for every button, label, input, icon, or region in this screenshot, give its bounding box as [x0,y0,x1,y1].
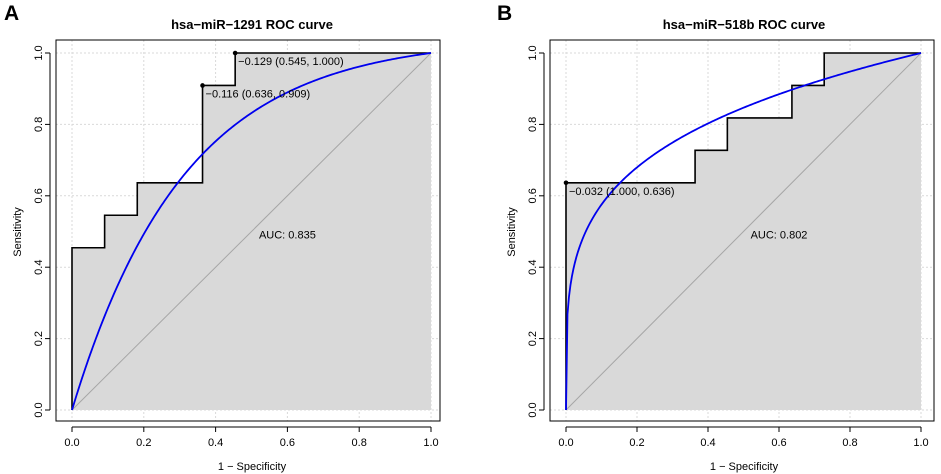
y-tick-label: 0.0 [527,402,539,417]
threshold-point [232,50,238,56]
empirical-roc-line [565,52,921,410]
x-tick-label: 0.0 [558,437,573,449]
y-tick-label: 0.8 [33,117,45,132]
threshold-label: −0.129 (0.545, 1.000) [238,56,344,68]
y-tick-label: 0.0 [33,402,45,417]
chance-diagonal [71,52,432,411]
y-axis-label-b: Sensitivity [506,207,518,257]
y-tick-label: 0.8 [527,117,539,132]
threshold-label: −0.032 (1.000, 0.636) [569,186,675,198]
x-tick-label: 0.8 [842,437,857,449]
chart-title-a: hsa−miR−1291 ROC curve [171,17,333,32]
y-tick-label: 0.4 [33,260,45,275]
plot-area-b: 0.0 0.2 0.4 0.6 0.8 1.0 0.0 0.2 0.4 0.6 0.8 1.0 AUC:… [527,39,935,449]
y-tick-label: 0.4 [527,260,539,275]
panel-letter-a: A [4,2,19,25]
x-tick-label: 0.6 [771,437,786,449]
auc-label: AUC: 0.802 [751,230,808,242]
threshold-point [563,180,569,186]
y-tick-label: 0.2 [527,331,539,346]
plot-area-a: 0.0 0.2 0.4 0.6 0.8 1.0 0.0 0.2 0.4 0.6 0.8 1.0 AUC:… [33,39,441,449]
x-tick-label: 0.8 [352,437,367,449]
x-axis-label-a: 1 − Specificity [218,461,287,473]
x-tick-label: 0.2 [629,437,644,449]
y-tick-label: 0.6 [527,188,539,203]
x-tick-label: 0.2 [136,437,151,449]
panel-letter-b: B [497,2,512,25]
panel-a: A hsa−miR−1291 ROC curve 1 − Specificity… [4,2,441,473]
smoothed-roc-curve [71,52,432,411]
x-tick-label: 0.6 [280,437,295,449]
panel-b: B hsa−miR−518b ROC curve 1 − Specificity… [497,2,935,473]
threshold-point [200,83,205,88]
x-axis-label-b: 1 − Specificity [710,461,779,473]
chance-diagonal [565,52,922,411]
y-tick-label: 0.6 [33,188,45,203]
auc-label: AUC: 0.835 [259,230,316,242]
x-tick-label: 0.0 [64,437,79,449]
threshold-label: −0.116 (0.636, 0.909) [206,88,311,100]
y-tick-label: 1.0 [33,45,45,60]
y-axis-label-a: Sensitivity [12,207,24,257]
empirical-roc-line [71,52,431,410]
chart-title-b: hsa−miR−518b ROC curve [663,17,826,32]
x-tick-label: 0.4 [208,437,223,449]
x-tick-label: 0.4 [700,437,715,449]
x-tick-label: 1.0 [423,437,438,449]
plot-frame [55,39,441,422]
plot-frame [549,39,935,422]
y-tick-label: 1.0 [527,45,539,60]
y-tick-label: 0.2 [33,331,45,346]
x-tick-label: 1.0 [913,437,928,449]
smoothed-roc-curve [565,52,922,411]
